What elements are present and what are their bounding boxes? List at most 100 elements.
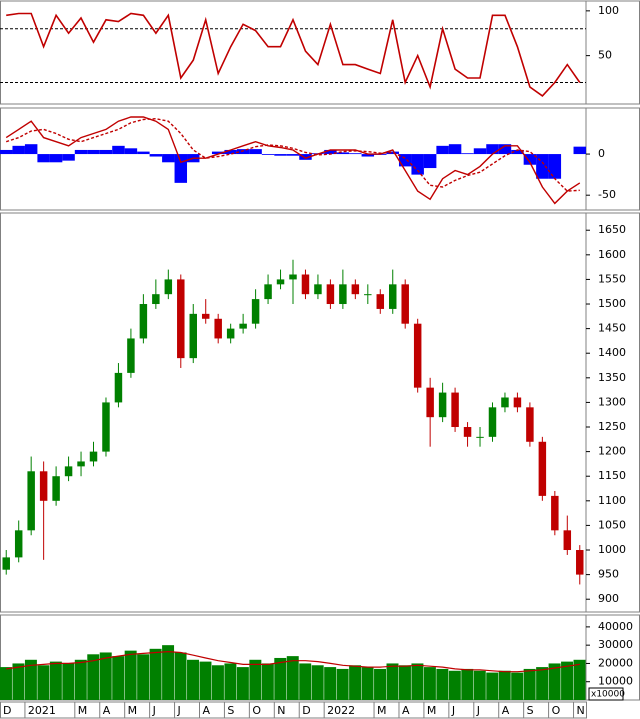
- volume-bar: [0, 667, 12, 700]
- histogram-bar: [286, 154, 300, 156]
- volume-bar: [24, 659, 37, 700]
- volume-bar: [461, 668, 474, 700]
- volume-bar: [62, 663, 75, 700]
- x-tick-label: J: [177, 704, 181, 717]
- x-tick-label: N: [577, 704, 585, 717]
- volume-bar: [324, 667, 337, 700]
- candle-body: [214, 318, 222, 339]
- histogram-bar: [461, 153, 474, 155]
- histogram-bar: [423, 154, 437, 169]
- candle-body: [177, 279, 185, 359]
- candle-body: [376, 294, 385, 309]
- y-tick-label: 1100: [598, 494, 626, 507]
- volume-bar: [573, 659, 586, 700]
- candle-body: [164, 279, 173, 295]
- candle-body: [526, 407, 534, 442]
- line: [6, 12, 581, 97]
- candle-body: [563, 530, 572, 551]
- y-tick-label: 1550: [598, 272, 626, 285]
- volume-bar: [87, 654, 100, 700]
- volume-bar: [49, 661, 62, 700]
- candle-body: [551, 495, 559, 531]
- x-tick-label: A: [402, 704, 410, 717]
- x-tick-label: S: [227, 704, 234, 717]
- candle-body: [239, 323, 247, 329]
- histogram-bar: [511, 149, 524, 155]
- volume-bar: [511, 672, 524, 700]
- volume-bar: [436, 668, 449, 700]
- x-tick-label: D: [302, 704, 310, 717]
- volume-bar: [411, 663, 424, 700]
- x-tick-label: O: [252, 704, 261, 717]
- volume-bar: [398, 665, 411, 700]
- volume-bar: [336, 668, 349, 700]
- y-tick-label: 1350: [598, 371, 626, 384]
- y-tick-label: 900: [598, 592, 619, 605]
- volume-bar: [473, 670, 486, 700]
- y-tick-label: 20000: [598, 656, 633, 669]
- histogram-bar: [74, 149, 88, 155]
- candle-body: [576, 550, 584, 575]
- candle-body: [513, 397, 522, 408]
- candle-body: [463, 427, 472, 437]
- candle-body: [226, 328, 235, 339]
- volume-bar: [374, 668, 387, 700]
- histogram-bar: [324, 149, 337, 155]
- line: [5, 116, 581, 205]
- x-tick-label: A: [103, 704, 111, 717]
- x-tick-label: 2021: [28, 704, 56, 717]
- volume-bar: [361, 667, 374, 700]
- volume-bar: [561, 661, 574, 700]
- histogram-bar: [12, 145, 25, 155]
- candle-body: [276, 279, 285, 285]
- histogram-bar: [174, 154, 188, 183]
- y-tick-label: 1600: [598, 248, 626, 261]
- y-tick-label: 1450: [598, 322, 626, 335]
- volume-bar: [137, 654, 150, 700]
- x-tick-label: J: [476, 704, 480, 717]
- candle-body: [451, 392, 459, 428]
- volume-bar: [536, 667, 549, 700]
- histogram-bar: [249, 149, 262, 155]
- volume-bar: [386, 663, 399, 700]
- x-tick-label: M: [377, 704, 387, 717]
- y-tick-label: 1150: [598, 469, 626, 482]
- volume-bar: [162, 645, 175, 700]
- histogram-bar: [349, 153, 362, 155]
- y-tick-label: 40000: [598, 620, 633, 633]
- histogram-bar: [211, 151, 225, 155]
- x-tick-label: M: [128, 704, 137, 717]
- x-tick-label: J: [451, 704, 455, 717]
- histogram-bar: [236, 149, 250, 155]
- y-tick-label: 30000: [598, 638, 633, 651]
- histogram-bar: [274, 154, 287, 156]
- histogram-bar: [548, 154, 562, 179]
- volume-bar: [274, 657, 287, 700]
- histogram-bar: [99, 149, 113, 155]
- volume-bar: [112, 656, 125, 700]
- histogram-bar: [361, 154, 375, 157]
- volume-bar: [286, 656, 299, 700]
- candle-body: [127, 338, 135, 373]
- volume-bar: [523, 668, 536, 700]
- x-tick-label: D: [3, 704, 11, 717]
- candle-body: [39, 471, 48, 501]
- candle-body: [438, 392, 447, 418]
- y-tick-label: 1250: [598, 420, 626, 433]
- unit-box: [588, 687, 624, 701]
- histogram-bar: [573, 146, 586, 155]
- histogram-bar: [486, 144, 499, 155]
- candle-body: [426, 387, 434, 418]
- candle-body: [339, 284, 347, 305]
- histogram-bar: [261, 154, 275, 155]
- volume-bar: [236, 667, 249, 700]
- y-tick-label: 1050: [598, 518, 626, 531]
- candle-body: [401, 284, 409, 324]
- histogram-bar: [87, 149, 100, 155]
- candle-body: [301, 274, 310, 295]
- candle-body: [77, 461, 85, 467]
- histogram-bar: [37, 154, 50, 163]
- volume-bar: [448, 670, 461, 700]
- candle-body: [289, 274, 297, 280]
